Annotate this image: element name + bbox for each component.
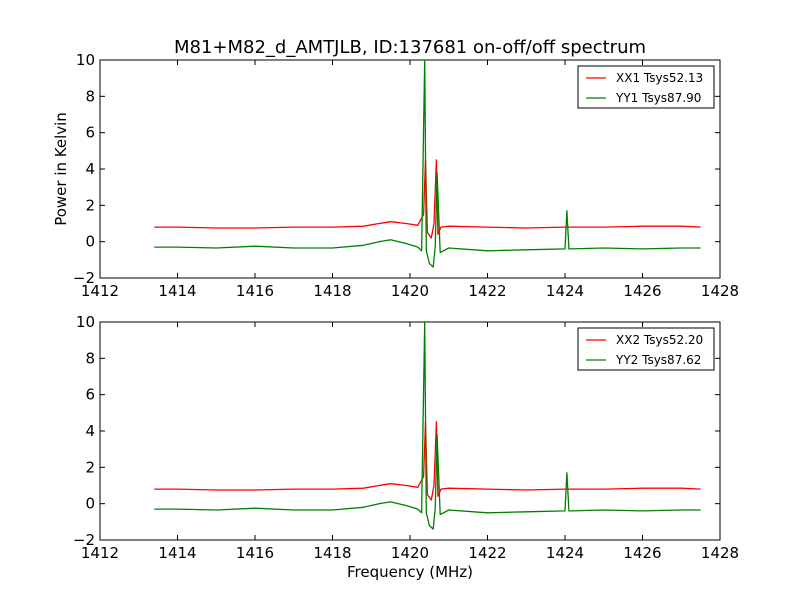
series-line-2 [154,60,701,268]
legend-box [577,65,715,109]
y-tick-label: 2 [85,196,95,214]
y-tick-label: 8 [85,87,95,105]
legend-label: XX2 Tsys52.20 [616,333,703,347]
series-line-2 [154,322,701,530]
y-tick-label: 4 [85,160,95,178]
x-tick-label: 1428 [701,544,739,562]
y-tick-label: −2 [73,531,95,549]
x-tick-label: 1420 [391,282,429,300]
panels-layer: 1412 1414 1416 1418 1420 1422 1424 1426 1428 −2 0 2… [73,51,739,562]
x-tick-label: 1422 [468,282,506,300]
series-line-1 [154,421,701,501]
y-tick-label: 2 [85,458,95,476]
x-tick-label: 1412 [81,544,119,562]
x-tick-label: 1418 [313,282,351,300]
series-line-1 [154,159,701,239]
legend-box [577,327,715,371]
subplot-1: 1412 1414 1416 1418 1420 1422 1424 1426 1428 −2 0 2… [73,51,739,300]
y-tick-label: 4 [85,422,95,440]
y-tick-label: −2 [73,269,95,287]
legend: XX1 Tsys52.13 YY1 Tsys87.90 [577,65,715,109]
subplot-2: 1412 1414 1416 1418 1420 1422 1424 1426 1428 −2 0 2… [73,313,739,562]
x-tick-label: 1424 [546,282,584,300]
y-tick-label: 6 [85,124,95,142]
chart-title: M81+M82_d_AMTJLB, ID:137681 on-off/off s… [174,37,646,58]
x-tick-label: 1414 [158,544,196,562]
x-tick-label: 1412 [81,282,119,300]
y-tick-label: 0 [85,495,95,513]
y-tick-label: 0 [85,233,95,251]
x-tick-label: 1426 [623,282,661,300]
legend-label: YY2 Tsys87.62 [615,353,701,367]
y-tick-label: 10 [76,313,95,331]
x-tick-label: 1416 [236,282,274,300]
y-axis-label: Power in Kelvin [52,112,70,226]
x-tick-label: 1414 [158,282,196,300]
legend-label: XX1 Tsys52.13 [616,71,703,85]
x-tick-label: 1428 [701,282,739,300]
x-tick-label: 1420 [391,544,429,562]
x-tick-label: 1426 [623,544,661,562]
x-tick-label: 1422 [468,544,506,562]
legend-label: YY1 Tsys87.90 [615,91,701,105]
x-tick-label: 1424 [546,544,584,562]
y-tick-label: 8 [85,349,95,367]
y-tick-label: 10 [76,51,95,69]
x-tick-label: 1416 [236,544,274,562]
y-tick-label: 6 [85,386,95,404]
x-axis-label: Frequency (MHz) [347,563,473,581]
legend: XX2 Tsys52.20 YY2 Tsys87.62 [577,327,715,371]
x-tick-label: 1418 [313,544,351,562]
